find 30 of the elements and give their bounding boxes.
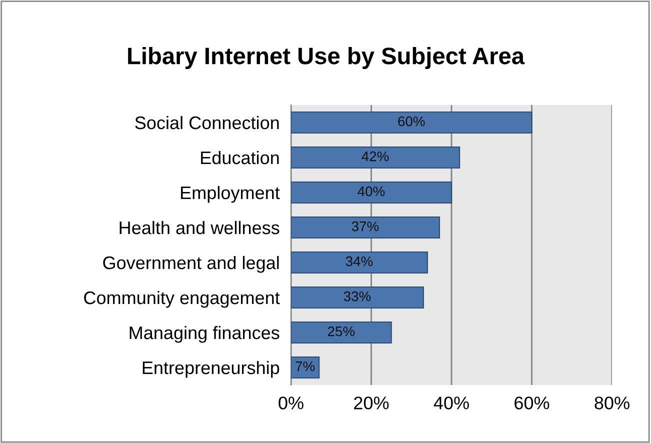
x-tick-label: 40%	[434, 396, 469, 410]
x-tick-label: 80%	[594, 396, 630, 410]
y-tick-label: Community engagement	[84, 290, 280, 308]
bar	[291, 286, 424, 309]
bar	[291, 111, 532, 134]
bar	[291, 181, 452, 204]
y-tick-label: Health and wellness	[120, 220, 280, 234]
data-label: 37%	[352, 221, 379, 232]
y-tick-label: Education	[201, 150, 279, 164]
data-label: 42%	[362, 151, 389, 162]
bar	[291, 321, 392, 344]
bar	[291, 251, 428, 274]
data-label: 7%	[296, 361, 315, 372]
data-label: 25%	[328, 326, 355, 336]
x-tick-label: 20%	[354, 396, 389, 410]
y-tick-label: Entrepreneurship	[142, 360, 280, 378]
bar	[291, 356, 320, 379]
chart-title: Libary Internet Use by Subject Area	[128, 46, 525, 70]
data-label: 60%	[398, 116, 425, 126]
x-tick-label: 60%	[514, 396, 550, 410]
data-label: 40%	[358, 186, 385, 196]
data-label: 34%	[346, 256, 373, 266]
y-tick-label: Government and legal	[103, 256, 279, 273]
bar	[291, 216, 440, 239]
bar	[291, 146, 460, 169]
x-tick-label: 0%	[278, 396, 304, 410]
y-tick-label: Managing finances	[130, 326, 280, 343]
data-label: 33%	[344, 291, 371, 302]
y-tick-label: Employment	[181, 186, 280, 203]
y-tick-label: Social Connection	[135, 116, 279, 130]
